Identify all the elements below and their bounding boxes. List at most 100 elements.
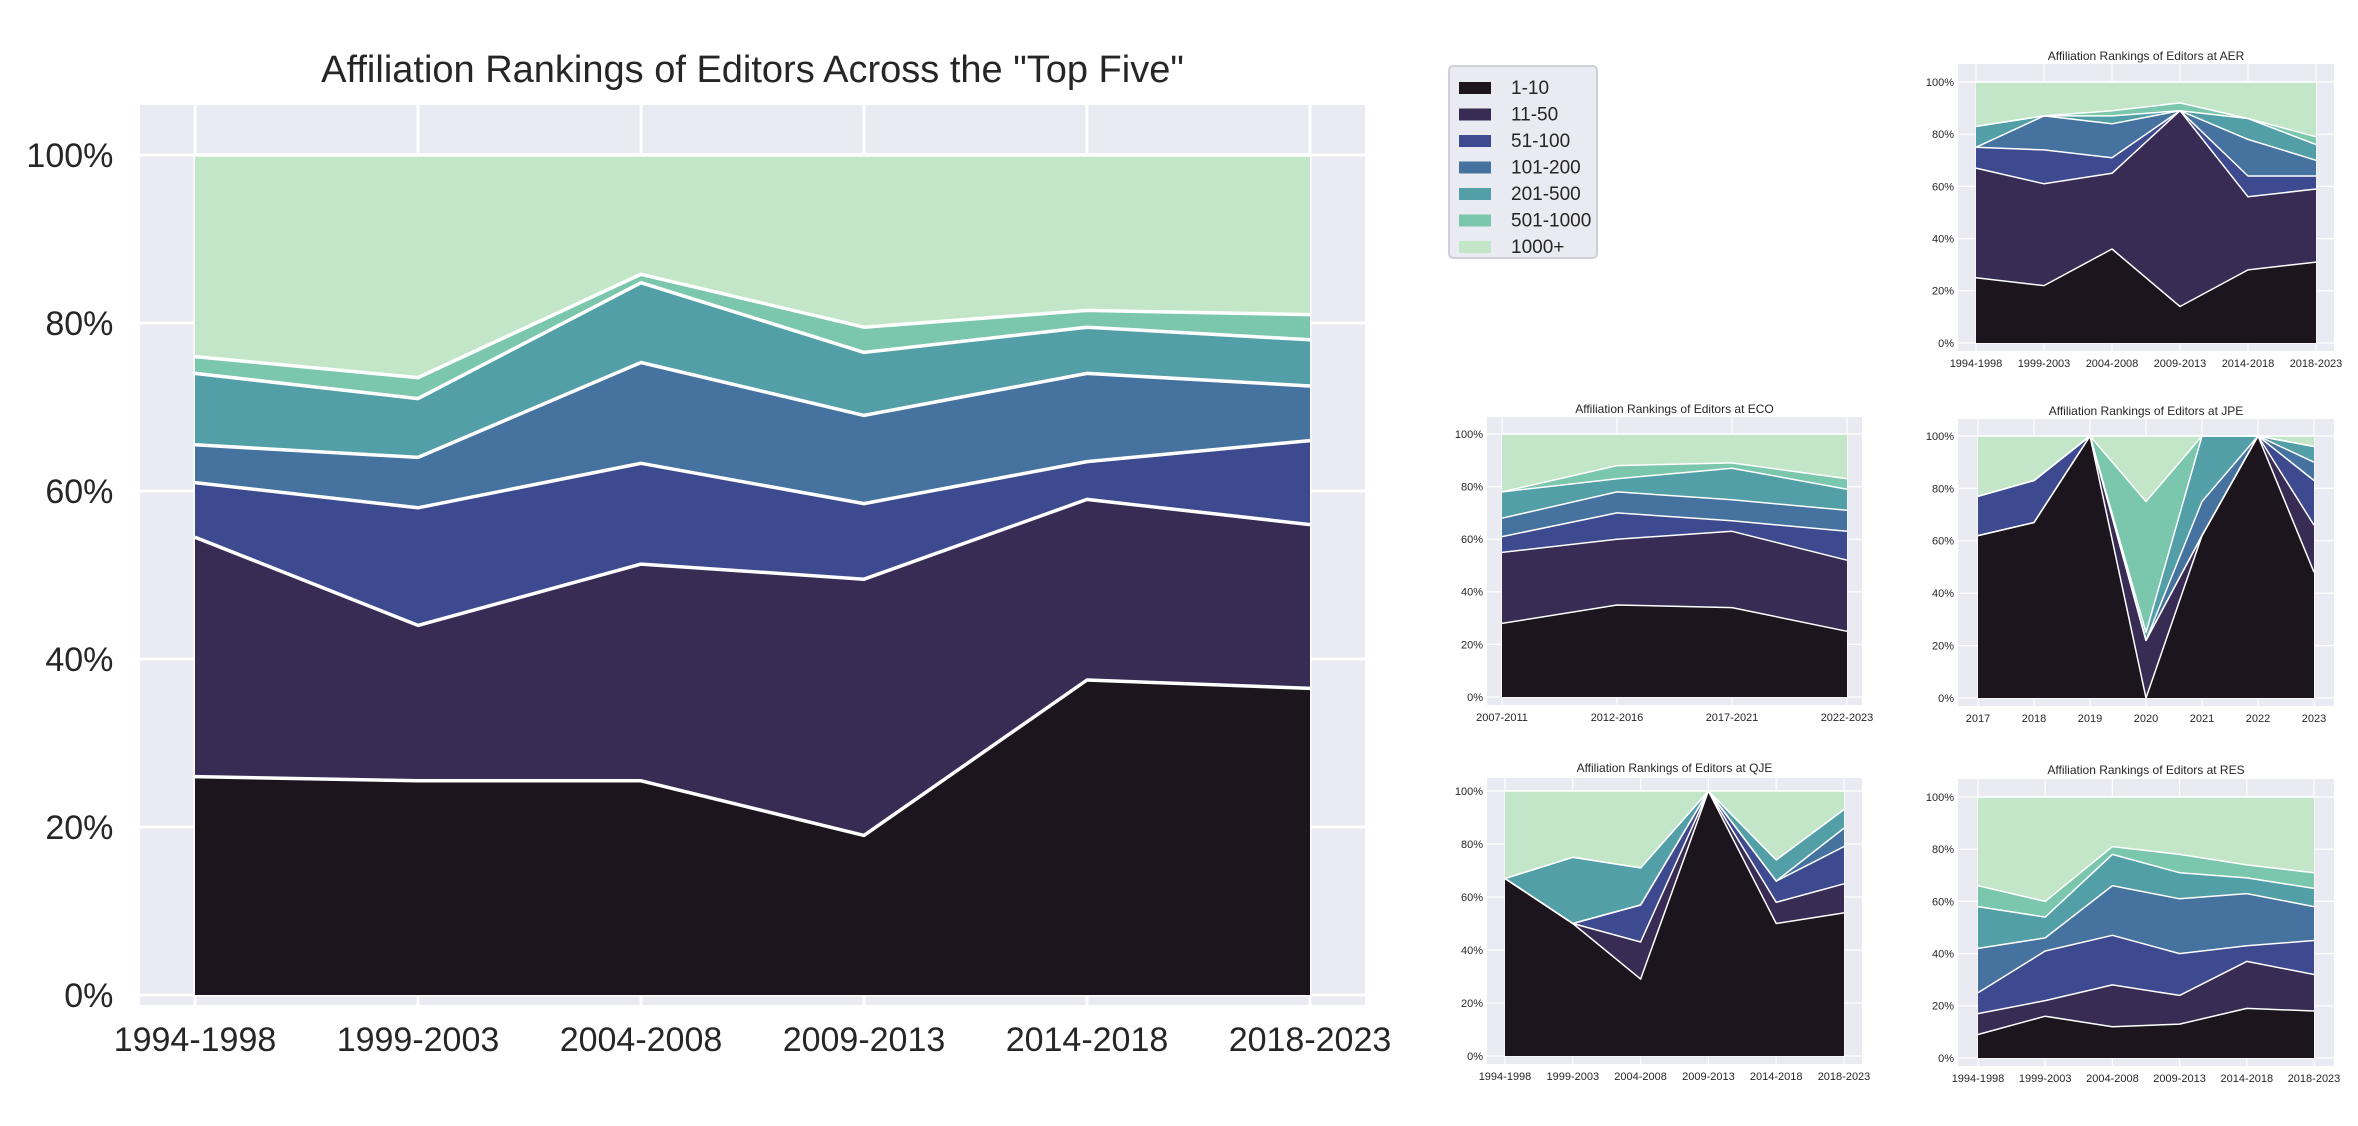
x-tick-label: 2020: [2134, 713, 2158, 725]
x-tick-label: 2022-2023: [1821, 712, 1874, 724]
x-tick-label: 2018-2023: [1818, 1071, 1871, 1083]
series-boundary-line: [1975, 109, 2316, 177]
y-tick-label: 100%: [1455, 786, 1483, 798]
x-tick-label: 2014-2018: [1006, 1021, 1169, 1059]
area-series-501-1000: [1502, 462, 1847, 492]
x-tick-label: 1994-1998: [114, 1021, 277, 1059]
chart-title: Affiliation Rankings of Editors at AER: [2048, 49, 2245, 63]
area-series-501-1000: [1978, 436, 2314, 633]
y-tick-label: 20%: [1461, 998, 1483, 1010]
x-tick-label: 2014-2018: [2222, 358, 2275, 370]
x-tick-label: 2014-2018: [1750, 1071, 1803, 1083]
legend-label-101-200: 101-200: [1511, 158, 1581, 179]
legend-label-201-500: 201-500: [1511, 184, 1581, 205]
x-tick-label: 1994-1998: [1950, 358, 2003, 370]
x-tick-label: 1999-2003: [2018, 358, 2071, 370]
x-tick-label: 2017-2021: [1706, 712, 1759, 724]
y-tick-label: 20%: [45, 809, 113, 847]
y-tick-label: 40%: [1932, 233, 1954, 245]
series-boundary-line: [1977, 853, 2315, 918]
area-series-1000: [1505, 791, 1844, 879]
series-boundary-line: [1977, 845, 2315, 903]
legend-label-501-1000: 501-1000: [1511, 211, 1591, 232]
series-boundary-line: [1977, 934, 2315, 994]
x-tick-label: 1999-2003: [1546, 1071, 1599, 1083]
y-tick-label: 20%: [1932, 640, 1954, 652]
chart-title: Affiliation Rankings of Editors at ECO: [1575, 402, 1774, 416]
series-boundary-line: [1977, 884, 2315, 950]
chart-qje: Affiliation Rankings of Editors at QJE 0%…: [1455, 761, 1870, 1083]
series-boundary-line: [1975, 248, 2317, 308]
area-series-51-100: [195, 440, 1310, 626]
y-tick-label: 60%: [1461, 892, 1483, 904]
y-tick-label: 80%: [1932, 483, 1954, 495]
area-series-1-10: [1502, 605, 1847, 697]
area-series-201-500: [1978, 854, 2314, 949]
area-series-1-10: [1976, 249, 2316, 343]
area-series-501-1000: [1978, 846, 2314, 918]
y-tick-label: 60%: [1932, 896, 1954, 908]
series-boundary-line: [1501, 604, 1848, 633]
y-tick-label: 20%: [1932, 286, 1954, 298]
series-boundary-line: [1975, 109, 2317, 162]
series-boundary-line: [1504, 790, 1845, 880]
y-tick-label: 60%: [1932, 181, 1954, 193]
series-boundary-line: [1975, 102, 2317, 138]
area-series-1000: [1978, 436, 2314, 502]
legend-label-11-50: 11-50: [1511, 105, 1558, 126]
chart-title: Affiliation Rankings of Editors at JPE: [2049, 404, 2244, 418]
legend: 1-10 11-50 51-100 101-200 201-500 501-1000 100…: [1448, 65, 1598, 259]
y-tick-label: 0%: [1938, 338, 1954, 350]
y-tick-label: 80%: [1461, 481, 1483, 493]
y-tick-label: 20%: [1461, 639, 1483, 651]
series-boundary-line: [1501, 530, 1848, 561]
x-tick-label: 1994-1998: [1952, 1073, 2005, 1085]
y-tick-label: 80%: [1461, 839, 1483, 851]
chart-eco: Affiliation Rankings of Editors at ECO 0%…: [1455, 402, 1873, 724]
chart-title: Affiliation Rankings of Editors at RES: [2047, 763, 2244, 777]
x-tick-label: 2022: [2246, 713, 2270, 725]
area-series-1000: [1502, 434, 1847, 492]
series-boundary-line: [1975, 109, 2317, 198]
y-tick-label: 60%: [1932, 536, 1954, 548]
x-tick-label: 1999-2003: [337, 1021, 500, 1059]
x-tick-label: 2018-2023: [2290, 358, 2343, 370]
main-chart-top-five: Affiliation Rankings of Editors Across t…: [26, 49, 1391, 1059]
area-series-101-200: [1978, 885, 2314, 993]
series-boundary-line: [1977, 960, 2315, 1015]
area-series-11-50: [195, 499, 1310, 836]
series-boundary-line: [194, 280, 1311, 401]
series-boundary-line: [1504, 790, 1845, 925]
x-tick-label: 2004-2008: [2086, 1073, 2139, 1085]
y-tick-label: 40%: [1461, 587, 1483, 599]
legend-swatch-501-1000: [1459, 214, 1491, 227]
area-series-1000: [1976, 82, 2316, 137]
chart-res: Affiliation Rankings of Editors at RES 0%…: [1926, 763, 2340, 1085]
x-tick-label: 1999-2003: [2019, 1073, 2072, 1085]
series-boundary-line: [1977, 1007, 2315, 1036]
area-series-101-200: [1976, 110, 2316, 176]
area-series-201-500: [1976, 110, 2316, 161]
chart-jpe: Affiliation Rankings of Editors at JPE 0%…: [1926, 404, 2334, 725]
chart-title: Affiliation Rankings of Editors at QJE: [1577, 761, 1773, 775]
y-tick-label: 40%: [1461, 945, 1483, 957]
y-tick-label: 100%: [1926, 431, 1954, 443]
legend-swatch-201-500: [1459, 188, 1491, 200]
y-tick-label: 40%: [1932, 588, 1954, 600]
y-tick-label: 0%: [64, 977, 113, 1015]
legend-swatch-101-200: [1459, 161, 1491, 174]
y-tick-label: 100%: [1926, 77, 1954, 89]
area-series-201-500: [195, 282, 1310, 458]
y-tick-label: 0%: [1938, 693, 1954, 705]
x-tick-label: 2012-2016: [1591, 712, 1644, 724]
area-series-1000: [1978, 797, 2314, 902]
area-series-51-100: [1502, 512, 1847, 561]
x-tick-label: 2004-2008: [2086, 358, 2139, 370]
area-series-501-1000: [195, 274, 1310, 399]
area-series-1-10: [1978, 1008, 2314, 1058]
area-series-11-50: [1976, 110, 2316, 307]
y-tick-label: 40%: [45, 641, 113, 679]
y-tick-label: 80%: [45, 305, 113, 343]
area-series-51-100: [1978, 935, 2314, 1014]
